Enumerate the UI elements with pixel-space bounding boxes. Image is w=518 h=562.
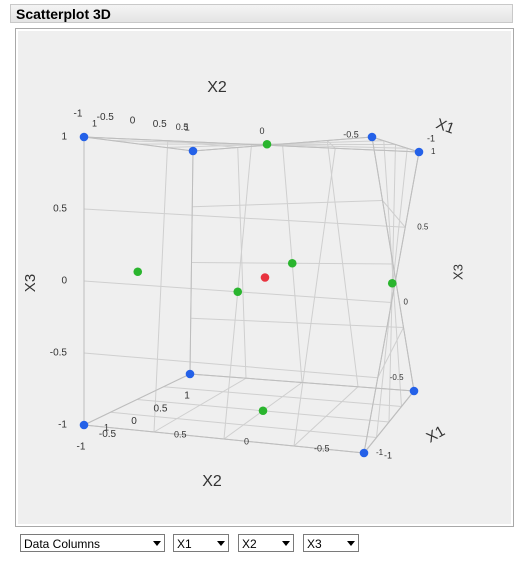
chevron-down-icon [217, 541, 225, 546]
cube-edge [192, 136, 373, 152]
cube-edge [83, 136, 194, 152]
x3-axis-label-left: X3 [22, 274, 39, 292]
cube-edge [83, 424, 365, 454]
tick-labels: 10.50-0.5-110.50-0.5-110.50-0.5-110.50-0… [50, 109, 436, 461]
data-point-face[interactable] [287, 258, 297, 268]
x-axis-select[interactable]: X1 [173, 534, 229, 552]
data-point-face[interactable] [258, 406, 268, 416]
grid-line [382, 200, 406, 228]
x1-axis-label-bottom: X1 [424, 423, 448, 447]
cube-edge [83, 136, 420, 153]
data-point-corner[interactable] [185, 369, 195, 379]
axis-labels: X2 X2 X3 X3 X1 X1 [22, 79, 465, 490]
x1-tick-label-bottom: 0.5 [174, 429, 187, 439]
x2-tick-label-bottom: -1 [77, 442, 86, 453]
z-axis-select[interactable]: X3 [303, 534, 359, 552]
x2-tick-label-top: 0.5 [153, 119, 167, 130]
z-tick-label-right: 0.5 [417, 222, 429, 231]
z-tick-label-left: -1 [58, 420, 67, 431]
z-tick-label-right: 0 [404, 298, 409, 307]
grid-line [237, 147, 247, 379]
data-columns-label: Data Columns [24, 537, 101, 551]
x2-tick-label-bottom: 1 [184, 391, 190, 402]
panel-title: Scatterplot 3D [16, 6, 111, 22]
z-tick-label-right: -1 [376, 448, 384, 457]
grid-line [153, 140, 169, 433]
grid-line [192, 200, 383, 208]
chevron-down-icon [153, 541, 161, 546]
z-axis-select-label: X3 [307, 537, 322, 551]
z-tick-label-left: 1 [61, 132, 67, 143]
grid-lines [83, 136, 420, 454]
data-point-corner[interactable] [409, 386, 419, 396]
x1-tick-label-bottom: 0 [244, 436, 249, 446]
z-tick-label-left: 0 [61, 276, 67, 287]
chevron-down-icon [282, 541, 290, 546]
z-tick-label-right: 1 [431, 147, 436, 156]
data-point-corner[interactable] [79, 132, 89, 142]
x2-tick-label-top: -0.5 [97, 112, 115, 123]
data-point-corner[interactable] [414, 147, 424, 157]
data-point-corner[interactable] [367, 132, 377, 142]
data-columns-select[interactable]: Data Columns [20, 534, 165, 552]
cube-edge [189, 373, 415, 392]
x1-tick-label-top: 1 [92, 118, 97, 128]
data-point-corner[interactable] [79, 420, 89, 430]
data-point-face[interactable] [387, 278, 397, 288]
x1-tick-label-bottom: -0.5 [314, 443, 330, 453]
data-point-center[interactable] [260, 273, 270, 282]
grid-line [383, 140, 402, 407]
chevron-down-icon [347, 541, 355, 546]
x2-tick-label-top: 0 [130, 116, 136, 127]
cube-edge [371, 136, 420, 153]
grid-line [83, 208, 406, 228]
cube-edge [363, 390, 415, 454]
x2-axis-label-top: X2 [207, 79, 227, 96]
grid-line [167, 140, 238, 148]
z-tick-label-left: -0.5 [50, 348, 68, 359]
x2-tick-label-bottom: 0 [131, 416, 137, 427]
panel-header[interactable]: Scatterplot 3D [10, 4, 513, 23]
cube-edge [189, 150, 194, 375]
data-point-face[interactable] [233, 287, 243, 297]
grid-line [153, 377, 247, 433]
x2-axis-label-bottom: X2 [202, 473, 222, 490]
cube-edge [83, 373, 191, 426]
y-axis-select[interactable]: X2 [238, 534, 294, 552]
y-axis-select-label: X2 [242, 537, 257, 551]
x1-tick-label-top: 0.5 [176, 122, 189, 132]
data-point-corner[interactable] [188, 146, 198, 156]
data-point-face[interactable] [262, 139, 272, 149]
data-point-face[interactable] [133, 267, 143, 277]
x1-tick-label-top: -0.5 [343, 130, 359, 140]
cube-edge [363, 151, 420, 454]
data-point-corner[interactable] [359, 448, 369, 458]
x1-tick-label-bottom: -1 [384, 450, 392, 460]
z-tick-label-right: -0.5 [390, 373, 404, 382]
x1-tick-label-bottom: 1 [104, 422, 109, 432]
x2-tick-label-top: 1 [184, 123, 190, 134]
x2-tick-label-bottom: 0.5 [154, 403, 168, 414]
cube-edge [371, 136, 415, 392]
x2-tick-label-bottom: -0.5 [99, 429, 117, 440]
x1-tick-label-top: 0 [260, 126, 265, 136]
data-points [79, 132, 424, 458]
x1-axis-label-top: X1 [434, 115, 457, 137]
z-tick-label-left: 0.5 [53, 204, 67, 215]
x2-tick-label-top: -1 [74, 109, 83, 120]
x3-axis-label-right: X3 [450, 264, 465, 280]
x1-tick-label-top: -1 [427, 133, 435, 143]
grid-line [163, 386, 402, 407]
x-axis-select-label: X1 [177, 537, 192, 551]
